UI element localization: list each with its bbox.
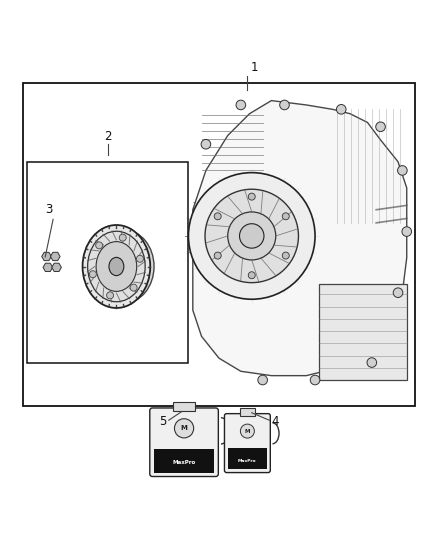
Ellipse shape bbox=[82, 225, 150, 308]
Circle shape bbox=[106, 292, 113, 299]
Text: 1: 1 bbox=[251, 61, 258, 75]
FancyBboxPatch shape bbox=[150, 408, 219, 477]
Circle shape bbox=[95, 242, 102, 249]
Circle shape bbox=[282, 213, 289, 220]
Circle shape bbox=[248, 272, 255, 279]
Text: MaxPro: MaxPro bbox=[173, 460, 196, 465]
Circle shape bbox=[188, 173, 315, 299]
Circle shape bbox=[240, 224, 264, 248]
Circle shape bbox=[393, 288, 403, 297]
Text: MaxPro: MaxPro bbox=[238, 459, 257, 463]
Ellipse shape bbox=[88, 231, 145, 302]
FancyBboxPatch shape bbox=[224, 414, 270, 473]
Circle shape bbox=[174, 419, 194, 438]
Text: 3: 3 bbox=[45, 203, 53, 216]
Bar bbox=[154, 449, 214, 473]
Ellipse shape bbox=[95, 230, 154, 303]
Polygon shape bbox=[193, 101, 407, 376]
Bar bbox=[228, 448, 267, 469]
Circle shape bbox=[240, 424, 254, 438]
Bar bbox=[27, 161, 188, 362]
Bar bbox=[319, 284, 407, 380]
Circle shape bbox=[310, 375, 320, 385]
Circle shape bbox=[236, 100, 246, 110]
Circle shape bbox=[89, 271, 96, 278]
Circle shape bbox=[282, 252, 289, 259]
Text: M: M bbox=[245, 429, 250, 434]
Bar bbox=[173, 402, 195, 410]
Text: 4: 4 bbox=[272, 415, 279, 428]
Circle shape bbox=[280, 100, 289, 110]
Text: 2: 2 bbox=[104, 131, 111, 143]
Circle shape bbox=[367, 358, 377, 367]
Circle shape bbox=[119, 234, 126, 241]
Ellipse shape bbox=[96, 241, 137, 292]
Circle shape bbox=[130, 284, 137, 291]
Circle shape bbox=[402, 227, 412, 236]
Circle shape bbox=[258, 375, 268, 385]
Ellipse shape bbox=[109, 257, 124, 276]
Circle shape bbox=[136, 255, 143, 262]
Circle shape bbox=[248, 193, 255, 200]
Bar bbox=[240, 408, 255, 416]
Circle shape bbox=[214, 252, 221, 259]
Circle shape bbox=[376, 122, 385, 132]
Text: 5: 5 bbox=[159, 415, 166, 428]
Bar bbox=[22, 83, 416, 406]
Circle shape bbox=[398, 166, 407, 175]
Circle shape bbox=[214, 213, 221, 220]
Circle shape bbox=[228, 212, 276, 260]
Circle shape bbox=[205, 189, 298, 282]
Circle shape bbox=[201, 140, 211, 149]
Text: M: M bbox=[180, 425, 187, 431]
Circle shape bbox=[336, 104, 346, 114]
